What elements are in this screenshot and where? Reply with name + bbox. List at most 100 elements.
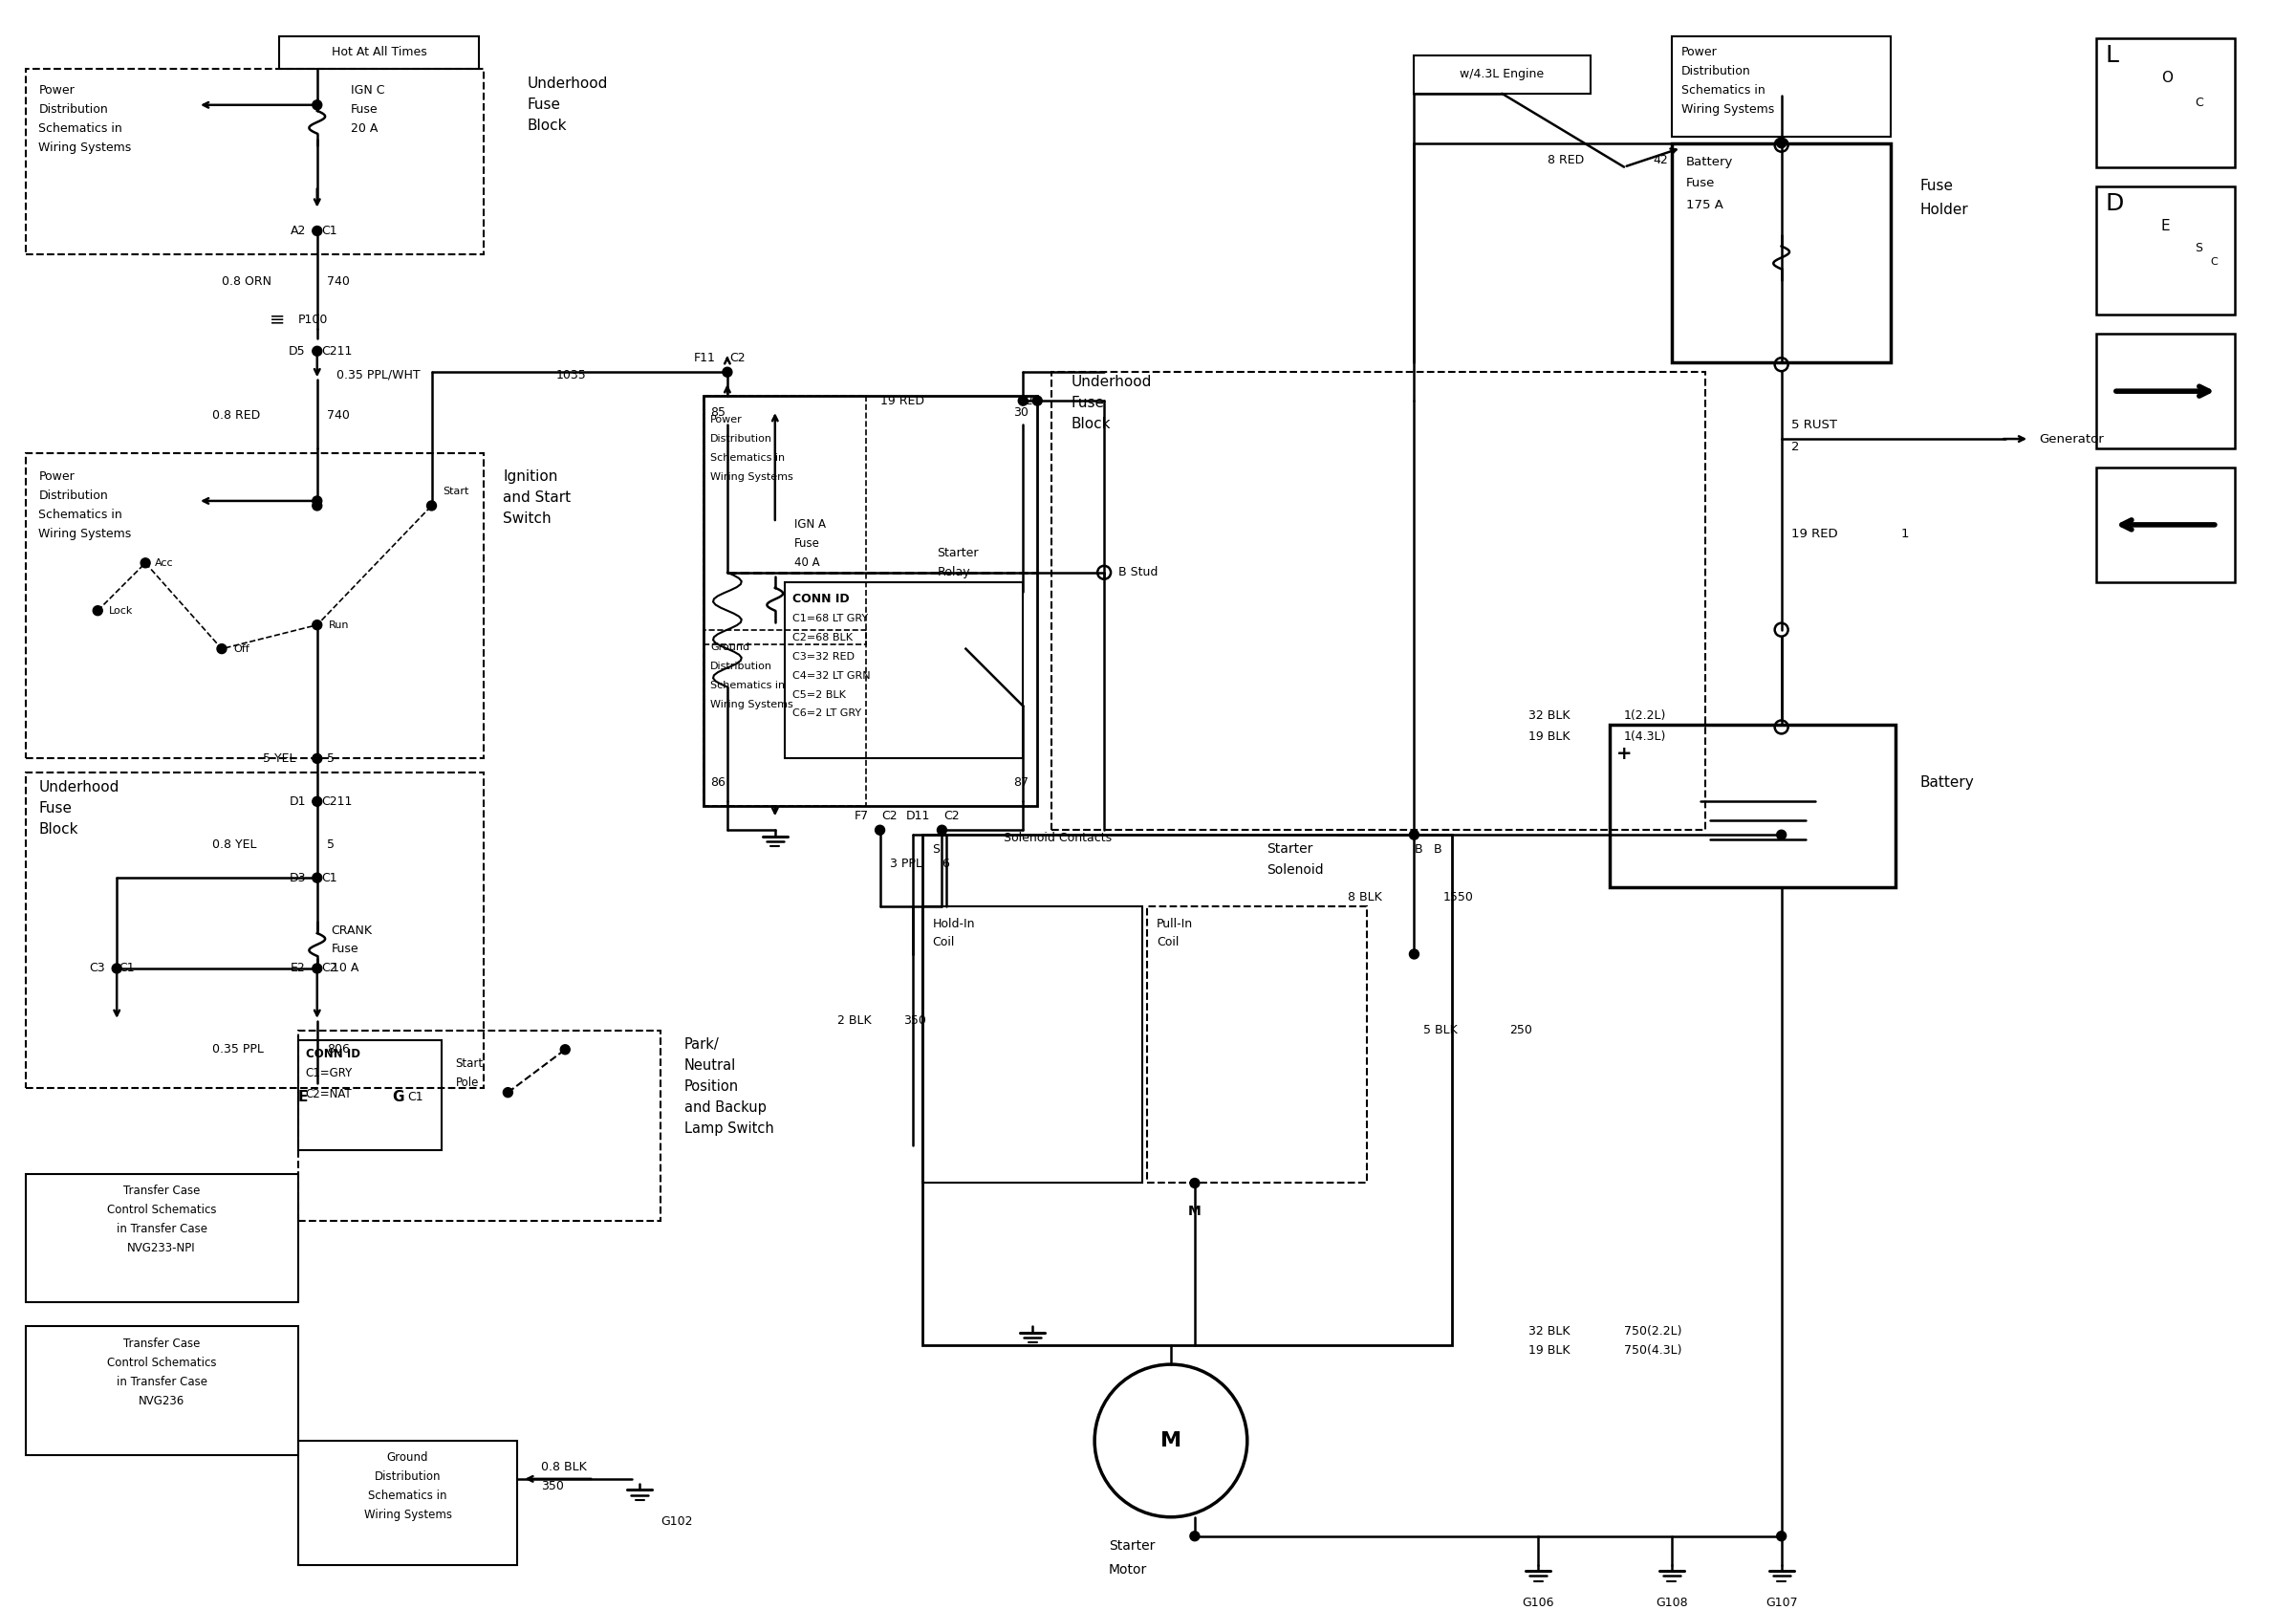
Text: in Transfer Case: in Transfer Case	[117, 1222, 207, 1235]
Text: Power: Power	[39, 470, 76, 483]
Bar	[298, 1030, 661, 1222]
Text: 0.8 BLK: 0.8 BLK	[542, 1462, 588, 1473]
Text: S: S	[2195, 241, 2202, 254]
Text: CRANK: CRANK	[331, 924, 372, 937]
Text: B: B	[1414, 844, 1424, 855]
Circle shape	[1033, 396, 1042, 406]
Text: Acc: Acc	[154, 559, 174, 568]
Text: Lock: Lock	[110, 605, 133, 615]
Circle shape	[312, 501, 321, 510]
Circle shape	[140, 559, 149, 568]
Text: Wiring Systems: Wiring Systems	[709, 472, 792, 481]
Text: Starter: Starter	[1267, 842, 1313, 857]
Bar	[785, 581, 1024, 758]
Text: C3=32 RED: C3=32 RED	[792, 652, 854, 662]
Text: Underhood: Underhood	[1070, 375, 1150, 390]
Text: D3: D3	[289, 871, 305, 884]
Circle shape	[312, 100, 321, 109]
Text: 5 BLK: 5 BLK	[1424, 1024, 1458, 1037]
Bar	[1671, 37, 1892, 137]
Text: D5: D5	[289, 345, 305, 357]
Text: 250: 250	[1508, 1024, 1531, 1037]
Text: 1: 1	[1901, 528, 1908, 541]
Text: F11: F11	[693, 351, 716, 364]
Circle shape	[92, 605, 103, 615]
Text: +: +	[1616, 745, 1632, 763]
Text: 350: 350	[905, 1014, 928, 1027]
Text: Solenoid: Solenoid	[1267, 863, 1322, 877]
Circle shape	[723, 367, 732, 377]
Text: 32 BLK: 32 BLK	[1529, 1325, 1570, 1338]
Text: Control Schematics: Control Schematics	[108, 1356, 216, 1368]
Text: G106: G106	[1522, 1597, 1554, 1608]
Text: Starter: Starter	[1109, 1539, 1155, 1552]
Circle shape	[312, 620, 321, 630]
Text: ≡: ≡	[269, 311, 285, 328]
Text: 8 BLK: 8 BLK	[1348, 890, 1382, 903]
Text: 42: 42	[1653, 155, 1667, 166]
Bar	[280, 37, 480, 69]
Text: E: E	[2161, 219, 2170, 233]
Bar	[1609, 724, 1896, 887]
Circle shape	[312, 225, 321, 235]
Text: Fuse: Fuse	[528, 98, 560, 113]
Text: w/4.3L Engine: w/4.3L Engine	[1460, 68, 1543, 80]
Text: L: L	[2105, 43, 2119, 66]
Text: Block: Block	[39, 823, 78, 836]
Bar	[25, 69, 484, 254]
Bar	[923, 836, 1453, 1346]
Text: Schematics in: Schematics in	[39, 122, 122, 135]
Text: C1: C1	[321, 225, 338, 237]
Text: and Start: and Start	[503, 491, 572, 506]
Circle shape	[1777, 1531, 1786, 1541]
Text: Block: Block	[528, 119, 567, 134]
Text: Holder: Holder	[1919, 203, 1968, 217]
Circle shape	[1777, 138, 1786, 148]
Text: Start: Start	[455, 1058, 482, 1071]
Text: 5 RUST: 5 RUST	[1791, 419, 1837, 431]
Bar	[298, 1040, 441, 1150]
Bar	[25, 773, 484, 1088]
Text: Fuse: Fuse	[1685, 177, 1715, 190]
Text: 2 BLK: 2 BLK	[838, 1014, 870, 1027]
Bar	[2096, 467, 2234, 581]
Text: 20 A: 20 A	[351, 122, 377, 135]
Text: C: C	[2195, 97, 2202, 109]
Text: Solenoid Contacts: Solenoid Contacts	[1003, 831, 1111, 844]
Circle shape	[1189, 1531, 1199, 1541]
Circle shape	[312, 797, 321, 807]
Text: Pole: Pole	[455, 1077, 480, 1088]
Text: 42: 42	[1017, 394, 1033, 407]
Circle shape	[312, 964, 321, 972]
Text: C2=68 BLK: C2=68 BLK	[792, 633, 852, 642]
Text: 750(2.2L): 750(2.2L)	[1623, 1325, 1683, 1338]
Text: C4=32 LT GRN: C4=32 LT GRN	[792, 671, 870, 681]
Text: Schematics in: Schematics in	[39, 509, 122, 522]
Text: C1=GRY: C1=GRY	[305, 1067, 354, 1080]
Bar	[703, 396, 1038, 807]
Bar	[1414, 55, 1591, 93]
Text: Coil: Coil	[932, 937, 955, 948]
Text: Distribution: Distribution	[709, 435, 771, 444]
Text: Generator: Generator	[2039, 433, 2103, 444]
Text: 10 A: 10 A	[331, 963, 358, 974]
Text: 175 A: 175 A	[1685, 200, 1724, 211]
Bar	[2096, 333, 2234, 449]
Text: NVG236: NVG236	[138, 1394, 184, 1407]
Circle shape	[503, 1088, 512, 1098]
Text: Fuse: Fuse	[331, 943, 358, 956]
Text: 32 BLK: 32 BLK	[1529, 710, 1570, 721]
Text: G: G	[393, 1090, 404, 1104]
Circle shape	[560, 1045, 569, 1055]
Text: Lamp Switch: Lamp Switch	[684, 1122, 774, 1137]
Text: IGN C: IGN C	[351, 84, 383, 97]
Text: Schematics in: Schematics in	[709, 681, 785, 689]
Text: 6: 6	[941, 857, 951, 869]
Circle shape	[1410, 950, 1419, 960]
Text: Control Schematics: Control Schematics	[108, 1204, 216, 1216]
Bar	[703, 630, 866, 807]
Circle shape	[312, 346, 321, 356]
Text: Schematics in: Schematics in	[367, 1489, 448, 1502]
Text: Power: Power	[709, 415, 742, 425]
Text: and Backup: and Backup	[684, 1101, 767, 1114]
